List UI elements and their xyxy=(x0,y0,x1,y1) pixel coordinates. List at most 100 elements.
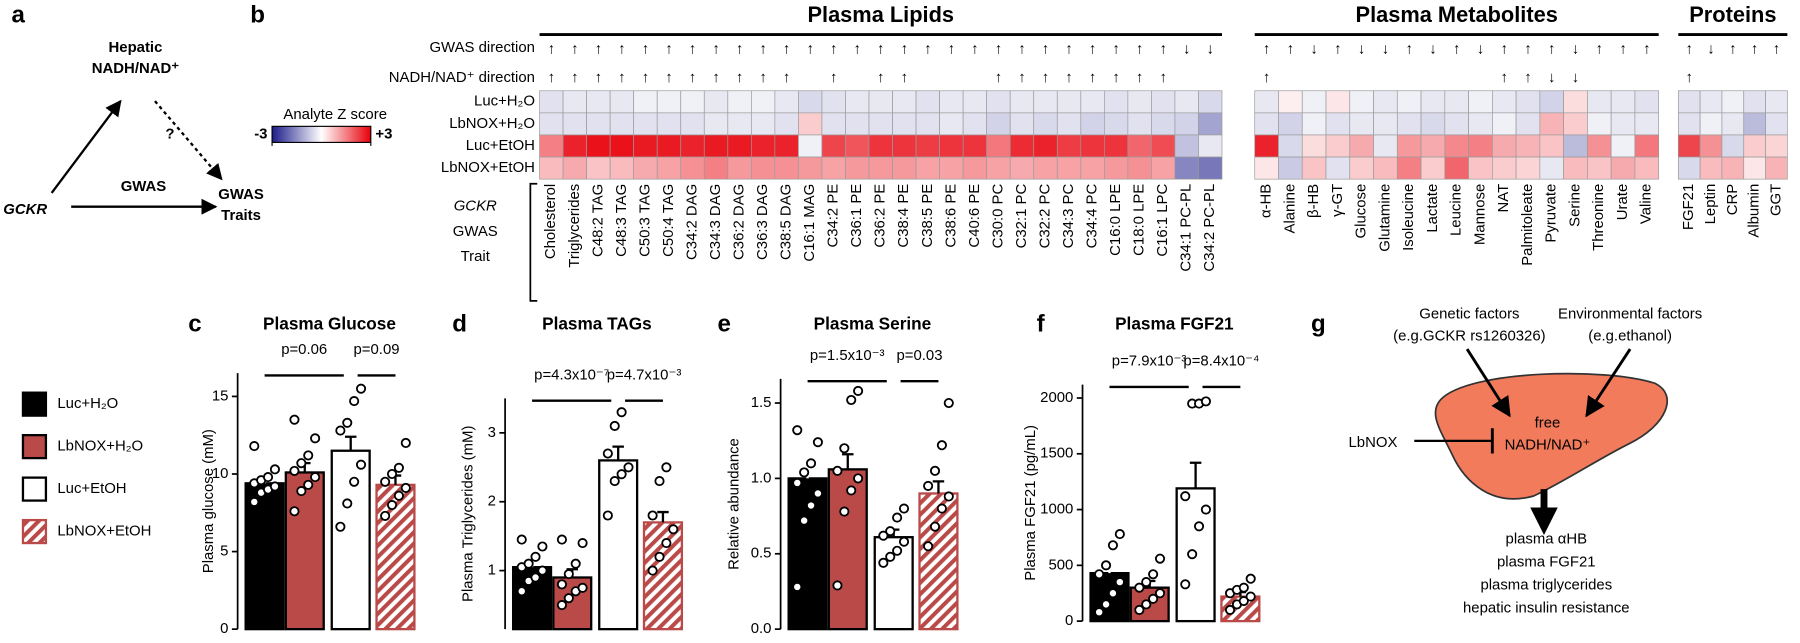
bar xyxy=(330,449,371,631)
p-value: p=4.3x10⁻⁷ xyxy=(534,366,609,383)
heatmap-cell xyxy=(1009,134,1035,158)
center-label: NADH/NAD⁺ xyxy=(1505,436,1591,453)
heatmap-cell xyxy=(633,90,658,114)
nadh-arrow: ↑ xyxy=(759,69,766,86)
outcome: plasma triglycerides xyxy=(1480,576,1612,593)
heatmap-cell xyxy=(586,134,611,158)
gwas-arrow: ↑ xyxy=(759,40,766,57)
heatmap-cell xyxy=(1677,112,1701,136)
heatmap-cell xyxy=(1373,90,1398,114)
heatmap-cell xyxy=(1033,112,1058,136)
error-bar xyxy=(842,453,854,470)
heatmap-cell xyxy=(868,156,893,180)
gwas-arrow: ↑ xyxy=(1548,40,1555,57)
y-tick-label: 0.5 xyxy=(751,545,772,562)
heatmap-cell xyxy=(1056,112,1082,136)
heatmap-cell xyxy=(1278,134,1303,158)
heatmap-cell xyxy=(1056,134,1082,158)
heatmap-cell xyxy=(892,156,917,180)
heatmap-cell xyxy=(750,112,776,136)
gwas-arrow: ↓ xyxy=(1207,40,1214,57)
bar xyxy=(642,521,684,631)
gwas-arrow: ↑ xyxy=(1596,40,1603,57)
heatmap-cell xyxy=(798,134,823,158)
gwas-arrow: ↑ xyxy=(1619,40,1626,57)
data-point xyxy=(936,503,947,514)
heatmap-cell xyxy=(1325,112,1351,136)
data-point xyxy=(898,536,910,547)
column-label: C48:3 TAG xyxy=(613,184,630,257)
gwas-arrow: ↑ xyxy=(1453,40,1460,57)
heatmap-cell xyxy=(1743,112,1766,136)
heatmap-cell xyxy=(703,134,729,158)
nadh-arrow: ↑ xyxy=(1018,69,1025,86)
nadh-arrow: ↑ xyxy=(1501,69,1508,86)
heatmap-cell xyxy=(1468,112,1493,136)
heatmap-cell xyxy=(1103,134,1129,158)
panel-letter: g xyxy=(1311,310,1326,337)
data-point xyxy=(303,450,314,461)
data-point xyxy=(1224,604,1236,616)
column-label: Pyruvate xyxy=(1543,184,1560,243)
p-value: p=7.9x10⁻³ xyxy=(1112,353,1187,370)
y-tick-label: 0.0 xyxy=(751,620,772,637)
heatmap-cell xyxy=(1396,156,1422,180)
legend-label: LbNOX+H₂O xyxy=(57,438,143,455)
data-point xyxy=(380,476,391,487)
heatmap-cell xyxy=(1325,156,1351,180)
column-label: Glutamine xyxy=(1376,184,1393,252)
column-label: C36:2 PE xyxy=(872,184,889,248)
row-label: Luc+H₂O xyxy=(474,93,535,110)
heatmap-cell xyxy=(1587,90,1612,114)
heatmap-cell xyxy=(868,90,893,114)
group-title: Proteins xyxy=(1689,2,1776,27)
heatmap-cell xyxy=(1396,134,1422,158)
heatmap-cell xyxy=(1127,112,1152,136)
gwas-arrow: ↑ xyxy=(877,40,884,57)
gwas-arrow: ↓ xyxy=(1707,40,1714,57)
gwas-arrow: ↑ xyxy=(595,40,602,57)
data-point xyxy=(335,521,346,532)
data-point xyxy=(303,479,314,490)
gwas-arrow: ↑ xyxy=(1089,40,1096,57)
heatmap-cell xyxy=(1198,90,1223,114)
heatmap-cell xyxy=(1198,156,1223,180)
heatmap-cell xyxy=(727,112,752,136)
heatmap-cell xyxy=(915,90,940,114)
heatmap-cell xyxy=(1677,156,1701,180)
data-point xyxy=(923,480,934,491)
heatmap-cell xyxy=(1634,134,1660,158)
data-point xyxy=(269,481,280,492)
data-point xyxy=(1180,491,1191,502)
y-tick-label: 1.5 xyxy=(751,394,772,411)
gwas-arrow: ↑ xyxy=(901,40,908,57)
colorbar xyxy=(271,125,372,143)
panel-a: a Hepatic NADH/NAD⁺ ? GCKR GWAS GWAS Tra… xyxy=(3,2,264,224)
heatmap-cell xyxy=(633,156,658,180)
gwas-arrow: ↑ xyxy=(642,40,649,57)
heatmap-cell xyxy=(1539,156,1564,180)
legend-swatch xyxy=(21,391,48,417)
node-label: Traits xyxy=(221,207,261,224)
heatmap-cell xyxy=(1174,112,1199,136)
data-point xyxy=(792,425,803,436)
heatmap-cell xyxy=(1492,156,1517,180)
heatmap-cell xyxy=(1699,156,1723,180)
heatmap-cell xyxy=(986,90,1011,114)
heatmap-cell xyxy=(750,90,776,114)
bar xyxy=(598,459,639,631)
heatmap-cell xyxy=(1056,156,1082,180)
heatmap-cell xyxy=(680,156,705,180)
data-point xyxy=(342,498,353,509)
data-point xyxy=(577,582,588,593)
column-label: Albumin xyxy=(1746,184,1763,238)
column-label: α-HB xyxy=(1258,184,1275,218)
heatmap-cell xyxy=(1468,90,1493,114)
gwas-arrow: ↑ xyxy=(1042,40,1049,57)
data-point xyxy=(1148,593,1159,604)
heatmap-cell xyxy=(1325,134,1351,158)
gwas-arrow: ↑ xyxy=(1334,40,1341,57)
data-point xyxy=(393,462,404,473)
data-point xyxy=(1134,604,1145,616)
